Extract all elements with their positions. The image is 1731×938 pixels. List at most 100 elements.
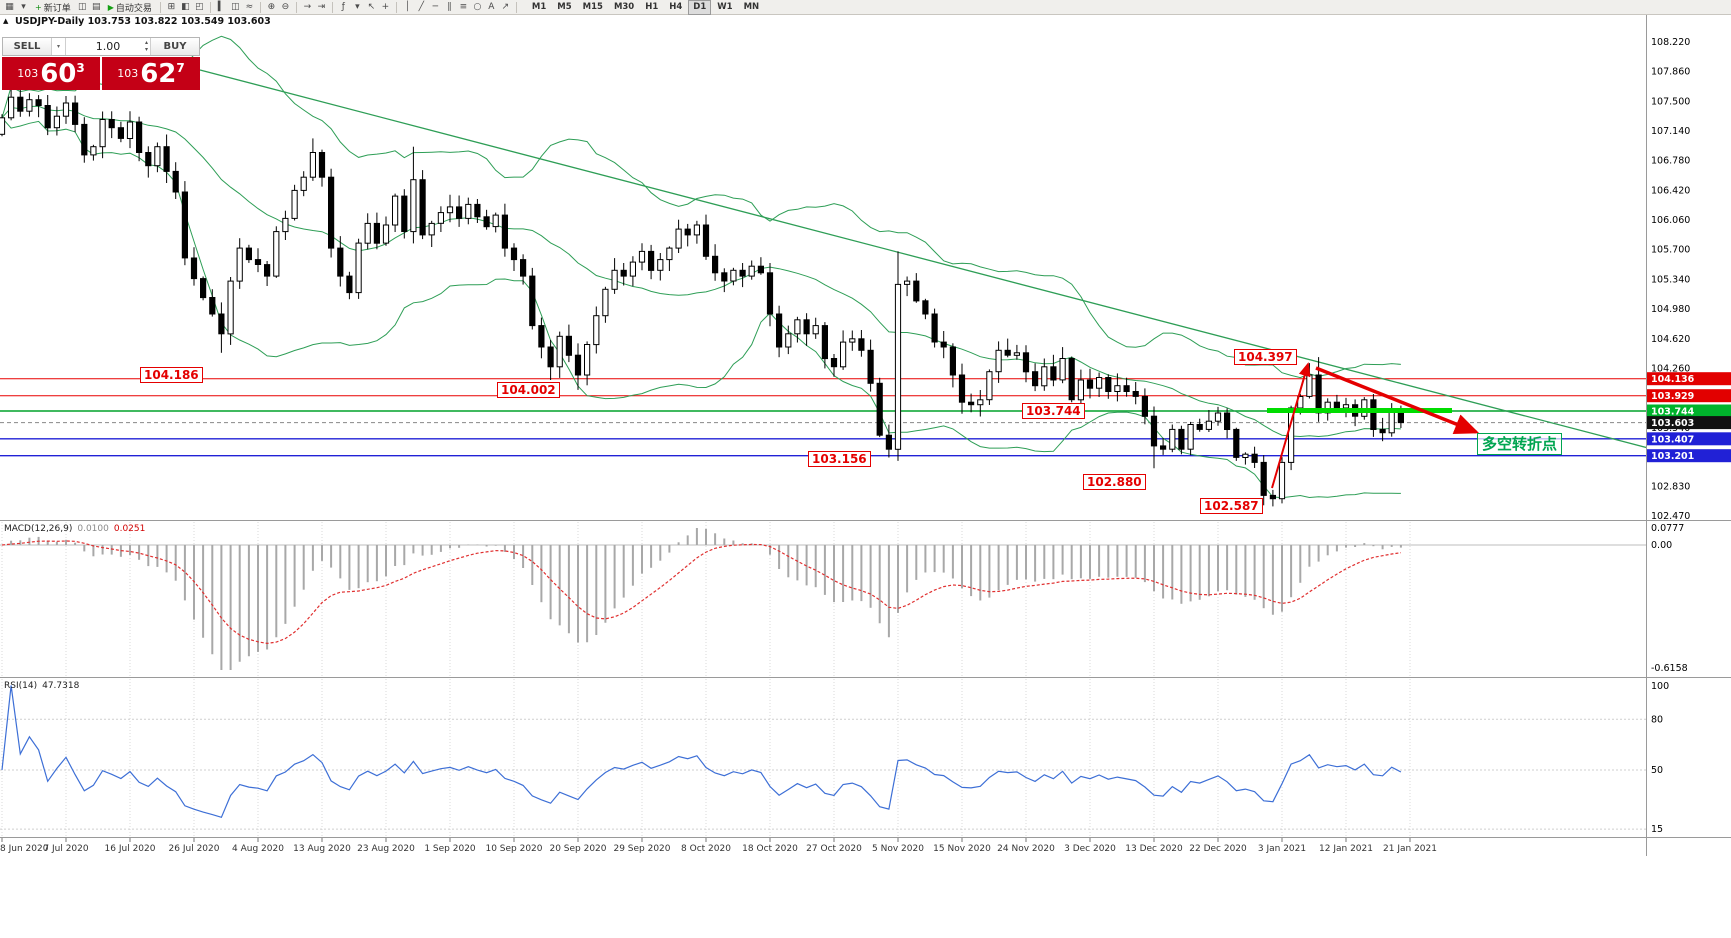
ellipse-tool-icon[interactable]: ○ bbox=[473, 2, 482, 12]
svg-text:103.201: 103.201 bbox=[1651, 451, 1694, 462]
svg-text:105.340: 105.340 bbox=[1651, 274, 1690, 285]
svg-text:5 Nov 2020: 5 Nov 2020 bbox=[872, 844, 924, 854]
new-chart-icon[interactable]: ⊞ bbox=[167, 2, 176, 12]
price-tag-103.603 bbox=[1647, 416, 1731, 430]
svg-text:8 Jun 2020: 8 Jun 2020 bbox=[0, 844, 49, 854]
terminal-icon[interactable]: ▤ bbox=[91, 2, 101, 12]
chart-profiles-icon[interactable]: ◫ bbox=[77, 2, 87, 12]
text-tool-icon[interactable]: A bbox=[488, 2, 495, 12]
sell-button[interactable]: SELL bbox=[3, 38, 51, 55]
svg-text:50: 50 bbox=[1651, 765, 1663, 776]
trend-arrow-2[interactable] bbox=[1315, 366, 1480, 434]
toolbar-separator bbox=[209, 1, 211, 13]
volume-dropdown-icon[interactable]: ▾ bbox=[51, 38, 66, 55]
svg-text:103.603: 103.603 bbox=[1651, 418, 1694, 429]
toolbar-separator bbox=[515, 1, 517, 13]
auto-trading-button-label: 自动交易 bbox=[115, 3, 152, 14]
new-order-icon: + bbox=[35, 2, 42, 12]
svg-text:107.860: 107.860 bbox=[1651, 67, 1690, 78]
svg-text:106.420: 106.420 bbox=[1651, 185, 1690, 196]
price-tag-103.929 bbox=[1647, 389, 1731, 403]
chart-shift-icon[interactable]: ⇥ bbox=[317, 2, 326, 12]
trend-arrow-1[interactable] bbox=[1271, 362, 1311, 489]
chart-title: USDJPY-Daily 103.753 103.822 103.549 103… bbox=[15, 16, 271, 27]
timeframe-m5[interactable]: M5 bbox=[557, 2, 572, 12]
svg-text:7 Jul 2020: 7 Jul 2020 bbox=[43, 844, 88, 854]
trendline-icon[interactable]: ╱ bbox=[418, 2, 425, 12]
svg-text:23 Aug 2020: 23 Aug 2020 bbox=[357, 844, 415, 854]
timeframe-d1[interactable]: D1 bbox=[688, 0, 712, 15]
new-order-button[interactable]: + 新订单 bbox=[31, 1, 75, 14]
indicators-icon[interactable]: ƒ bbox=[341, 2, 345, 12]
window-cascade-icon[interactable]: ◧ bbox=[181, 2, 190, 12]
bar-chart-icon[interactable]: ▍ bbox=[217, 2, 225, 12]
ask-price-button[interactable]: 103 62 7 bbox=[102, 57, 200, 90]
svg-text:26 Jul 2020: 26 Jul 2020 bbox=[169, 844, 220, 854]
svg-text:15: 15 bbox=[1651, 824, 1663, 835]
horizontal-line-icon[interactable]: ─ bbox=[432, 2, 439, 12]
svg-text:29 Sep 2020: 29 Sep 2020 bbox=[613, 844, 670, 854]
fibonacci-icon[interactable]: ≡ bbox=[459, 2, 468, 12]
rsi-pane[interactable] bbox=[0, 685, 1646, 830]
timeframe-h1[interactable]: H1 bbox=[645, 2, 659, 12]
svg-text:15 Nov 2020: 15 Nov 2020 bbox=[933, 844, 991, 854]
auto-trading-button[interactable]: ▶ 自动交易 bbox=[104, 1, 156, 14]
svg-text:16 Jul 2020: 16 Jul 2020 bbox=[105, 844, 156, 854]
svg-text:-0.6158: -0.6158 bbox=[1651, 663, 1688, 674]
indicators-dropdown-icon[interactable]: ▾ bbox=[355, 2, 360, 12]
timeframe-w1[interactable]: W1 bbox=[717, 2, 733, 12]
crosshair-icon[interactable]: + bbox=[381, 2, 390, 12]
ask-pip-digit: 7 bbox=[176, 61, 185, 75]
svg-text:104.136: 104.136 bbox=[1651, 374, 1695, 385]
ask-big-digits: 62 bbox=[140, 58, 177, 89]
price-tag-103.407 bbox=[1647, 432, 1731, 446]
arrow-tool-icon[interactable]: ↗ bbox=[501, 2, 510, 12]
svg-text:1 Sep 2020: 1 Sep 2020 bbox=[424, 844, 476, 854]
candlestick-chart-icon[interactable]: ◫ bbox=[231, 2, 240, 12]
zoom-out-icon[interactable]: ⊖ bbox=[281, 2, 290, 12]
main-toolbar: ▦ ▾ + 新订单 ◫ ▤ ▶ 自动交易 ⊞ ◧ ◰ ▍ ◫ ≈ ⊕ ⊖ → ⇥ ƒ ▾ ↖ + │ ╱ ─ ∥ ≡ ○ A ↗ M1 M5… bbox=[0, 0, 1731, 15]
zoom-in-icon[interactable]: ⊕ bbox=[267, 2, 276, 12]
volume-spinner[interactable]: ▴ ▾ bbox=[144, 39, 148, 53]
svg-text:103.929: 103.929 bbox=[1651, 391, 1694, 402]
timeframe-mn[interactable]: MN bbox=[743, 2, 760, 12]
auto-scroll-icon[interactable]: → bbox=[303, 2, 312, 12]
bid-big-digits: 60 bbox=[40, 58, 77, 89]
svg-text:103.744: 103.744 bbox=[1651, 406, 1695, 417]
volume-input[interactable]: 1.00 ▴ ▾ bbox=[66, 38, 151, 55]
vertical-line-icon[interactable]: │ bbox=[404, 2, 411, 12]
svg-text:4 Aug 2020: 4 Aug 2020 bbox=[232, 844, 284, 854]
one-click-trade-panel: SELL ▾ 1.00 ▴ ▾ BUY 103 60 3 103 62 7 bbox=[2, 37, 200, 90]
toolbar-separator bbox=[331, 1, 333, 13]
cursor-icon[interactable]: ↖ bbox=[367, 2, 376, 12]
buy-button[interactable]: BUY bbox=[151, 38, 199, 55]
price-pane[interactable] bbox=[0, 35, 1648, 507]
timeframe-m30[interactable]: M30 bbox=[613, 2, 635, 12]
macd-pane[interactable] bbox=[0, 522, 1646, 676]
macd-signal-line bbox=[1, 540, 1401, 645]
bid-price-button[interactable]: 103 60 3 bbox=[2, 57, 100, 90]
equidistant-channel-icon[interactable]: ∥ bbox=[447, 2, 452, 12]
window-dropdown-icon[interactable]: ▾ bbox=[21, 2, 26, 12]
window-tile-icon[interactable]: ◰ bbox=[195, 2, 204, 12]
price-tag-103.201 bbox=[1647, 449, 1731, 463]
macd-label: MACD(12,26,9) 0.0100 0.0251 bbox=[4, 524, 146, 534]
price-axis[interactable]: 108.220 107.860 107.500 107.140 106.780 106.4… bbox=[1647, 37, 1731, 835]
price-tag-103.744 bbox=[1647, 404, 1731, 418]
timeframe-m15[interactable]: M15 bbox=[582, 2, 603, 12]
timeframe-h4[interactable]: H4 bbox=[669, 2, 683, 12]
svg-text:107.140: 107.140 bbox=[1651, 126, 1690, 137]
svg-text:80: 80 bbox=[1651, 714, 1663, 725]
timeframe-m1[interactable]: M1 bbox=[531, 2, 547, 12]
svg-text:18 Oct 2020: 18 Oct 2020 bbox=[742, 844, 798, 854]
svg-text:104.260: 104.260 bbox=[1651, 363, 1690, 374]
svg-text:21 Jan 2021: 21 Jan 2021 bbox=[1383, 844, 1437, 854]
svg-text:106.060: 106.060 bbox=[1651, 215, 1690, 226]
descending-trendline[interactable] bbox=[199, 69, 1648, 449]
timeframe-buttons: M1 M5 M15 M30 H1 H4 D1 W1 MN bbox=[527, 0, 764, 15]
line-chart-icon[interactable]: ≈ bbox=[245, 2, 254, 12]
bid-pip-digit: 3 bbox=[76, 61, 85, 75]
chart-window-icon[interactable]: ▦ bbox=[5, 2, 14, 12]
